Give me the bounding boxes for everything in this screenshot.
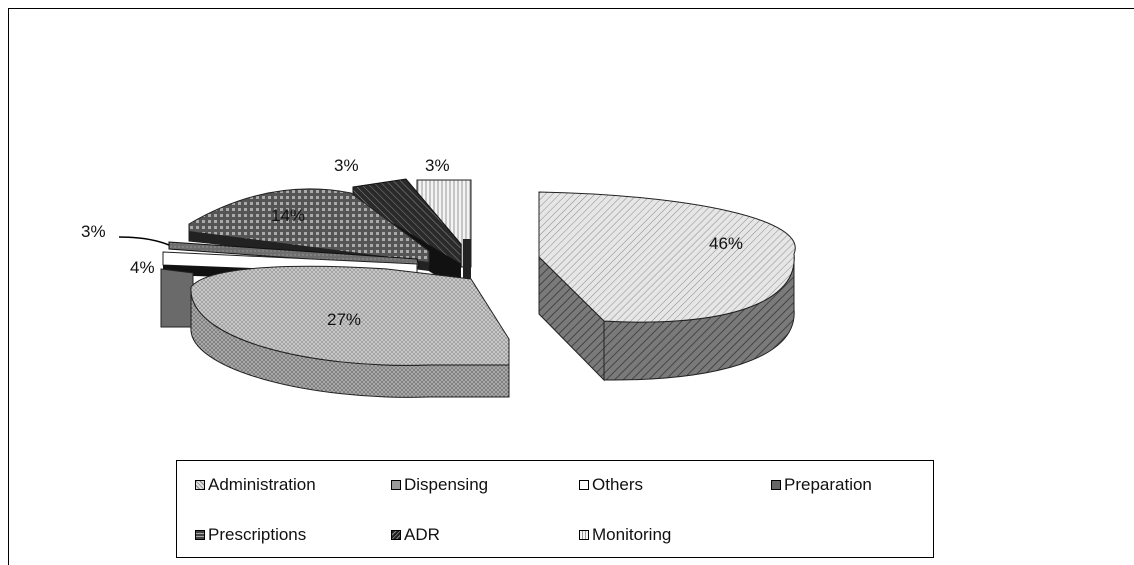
slice-administration bbox=[538, 191, 796, 382]
legend-swatch-prescriptions bbox=[195, 530, 205, 540]
label-dispensing: 27% bbox=[327, 310, 361, 329]
legend-label: Monitoring bbox=[592, 525, 672, 544]
chart-legend: Administration Dispensing Others Prepara… bbox=[176, 460, 934, 558]
legend-label: Preparation bbox=[784, 475, 872, 494]
legend-item-adr: ADR bbox=[391, 525, 440, 545]
legend-item-others: Others bbox=[579, 475, 643, 495]
legend-label: Administration bbox=[208, 475, 316, 494]
legend-swatch-dispensing bbox=[391, 480, 401, 490]
legend-label: Prescriptions bbox=[208, 525, 307, 544]
label-adr: 3% bbox=[334, 156, 359, 175]
preparation-leader-line bbox=[118, 236, 170, 246]
pie-chart: 46% 27% 4% 3% 14% 3% 3% bbox=[81, 156, 796, 398]
label-monitoring: 3% bbox=[425, 156, 450, 175]
legend-swatch-monitoring bbox=[579, 530, 589, 540]
label-administration: 46% bbox=[709, 234, 743, 253]
slice-dispensing bbox=[160, 265, 510, 398]
legend-item-dispensing: Dispensing bbox=[391, 475, 488, 495]
legend-item-preparation: Preparation bbox=[771, 475, 872, 495]
legend-swatch-others bbox=[579, 480, 589, 490]
legend-item-prescriptions: Prescriptions bbox=[195, 525, 306, 545]
legend-label: Others bbox=[592, 475, 644, 494]
legend-label: Dispensing bbox=[404, 475, 489, 494]
legend-swatch-adr bbox=[391, 530, 401, 540]
label-preparation: 3% bbox=[81, 222, 106, 241]
label-prescriptions: 14% bbox=[271, 206, 305, 225]
label-others: 4% bbox=[130, 258, 155, 277]
legend-item-monitoring: Monitoring bbox=[579, 525, 671, 545]
legend-swatch-administration bbox=[195, 480, 205, 490]
legend-item-administration: Administration bbox=[195, 475, 316, 495]
legend-swatch-preparation bbox=[771, 480, 781, 490]
legend-label: ADR bbox=[404, 525, 440, 544]
